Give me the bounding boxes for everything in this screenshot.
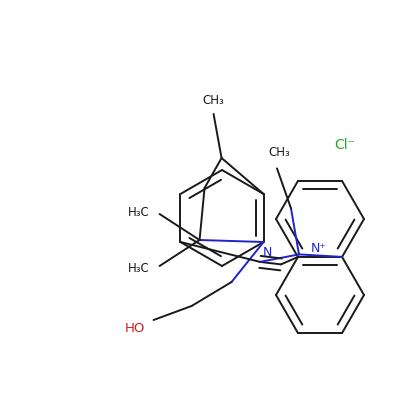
- Text: CH₃: CH₃: [268, 146, 290, 159]
- Text: H₃C: H₃C: [128, 262, 150, 274]
- Text: H₃C: H₃C: [128, 206, 150, 218]
- Text: N: N: [263, 246, 272, 258]
- Text: N⁺: N⁺: [311, 242, 327, 255]
- Text: Cl⁻: Cl⁻: [334, 138, 356, 152]
- Text: HO: HO: [125, 322, 146, 334]
- Text: CH₃: CH₃: [203, 94, 224, 106]
